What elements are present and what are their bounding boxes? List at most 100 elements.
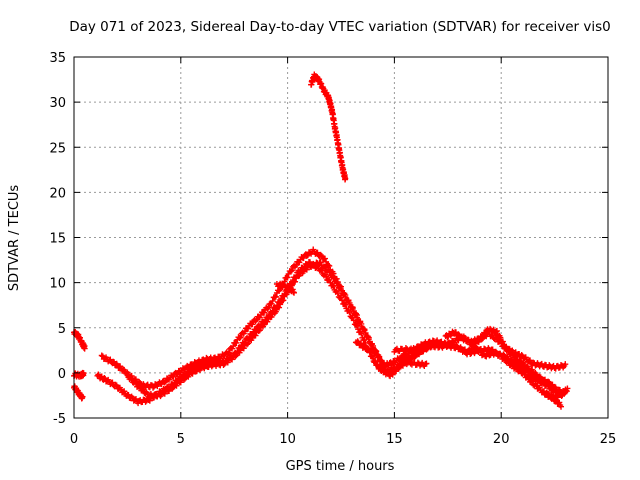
- data-point: [244, 341, 251, 348]
- data-point: [252, 332, 259, 339]
- data-point: [161, 379, 168, 386]
- data-point: [349, 305, 356, 312]
- data-point: [136, 382, 143, 389]
- data-point: [142, 398, 149, 405]
- data-point: [166, 387, 173, 394]
- data-point: [284, 289, 291, 296]
- data-point: [225, 349, 232, 356]
- data-point: [245, 325, 252, 332]
- data-point: [255, 327, 262, 334]
- series-track-m: [540, 388, 565, 410]
- series-track-b: [71, 369, 87, 380]
- data-point: [361, 327, 368, 334]
- data-point: [564, 385, 571, 392]
- y-tick-label: 5: [58, 322, 66, 337]
- data-point: [520, 364, 527, 371]
- data-point: [497, 334, 504, 341]
- data-point: [338, 286, 344, 293]
- series-track-e: [98, 246, 567, 396]
- x-tick-label: 25: [600, 432, 617, 447]
- data-point: [323, 273, 330, 280]
- data-point: [453, 342, 460, 349]
- data-point: [512, 359, 519, 366]
- data-point: [292, 278, 299, 285]
- data-point: [329, 272, 336, 279]
- data-point: [128, 375, 135, 382]
- x-axis-label: GPS time / hours: [286, 459, 395, 474]
- data-point: [321, 255, 328, 262]
- series-track-f: [124, 259, 562, 400]
- data-point: [475, 337, 482, 344]
- series-track-n: [308, 71, 349, 183]
- data-point: [265, 304, 272, 311]
- data-point: [127, 374, 134, 381]
- data-point: [371, 350, 378, 357]
- data-point: [272, 293, 279, 300]
- data-point: [464, 351, 471, 358]
- data-point: [326, 268, 333, 275]
- data-point: [256, 327, 263, 334]
- data-point: [236, 335, 243, 342]
- y-tick-label: 35: [49, 51, 66, 66]
- data-point: [276, 304, 283, 311]
- data-point: [264, 318, 271, 325]
- data-point: [455, 331, 462, 338]
- data-point: [181, 376, 188, 383]
- data-point: [264, 305, 271, 312]
- data-point: [364, 345, 371, 352]
- data-point: [402, 345, 409, 352]
- data-point: [562, 361, 569, 368]
- data-point: [326, 276, 333, 283]
- y-axis-label: SDTVAR / TECUs: [7, 185, 22, 292]
- data-point: [354, 322, 361, 329]
- data-point: [268, 300, 275, 307]
- data-point: [472, 343, 479, 350]
- x-tick-label: 20: [493, 432, 510, 447]
- y-tick-label: 10: [49, 277, 66, 292]
- data-point: [423, 360, 430, 367]
- data-point: [287, 268, 294, 275]
- data-point: [357, 319, 364, 326]
- data-point: [523, 367, 530, 374]
- data-point: [150, 384, 157, 391]
- data-point: [177, 379, 184, 386]
- series-track-g: [273, 280, 298, 296]
- data-point: [101, 375, 108, 382]
- data-point: [113, 382, 120, 389]
- data-point: [417, 346, 424, 353]
- data-point: [277, 301, 284, 308]
- data-point: [220, 362, 227, 369]
- data-point: [361, 343, 368, 350]
- data-point: [395, 365, 402, 372]
- data-point: [186, 364, 193, 371]
- data-point: [288, 267, 295, 274]
- data-point: [300, 255, 307, 262]
- data-point: [368, 341, 375, 348]
- data-point: [140, 386, 147, 393]
- data-point: [364, 333, 371, 340]
- data-point: [382, 363, 389, 370]
- data-point: [345, 298, 352, 305]
- data-point: [269, 297, 276, 304]
- y-tick-label: 25: [49, 141, 66, 156]
- data-point: [529, 366, 536, 373]
- data-point: [553, 386, 560, 393]
- data-point: [232, 353, 239, 360]
- data-point: [249, 321, 256, 328]
- data-point: [229, 356, 236, 363]
- y-tick-label: 30: [49, 96, 66, 111]
- series-track-h: [352, 338, 379, 357]
- data-point: [284, 274, 291, 281]
- data-point: [499, 338, 506, 345]
- data-point: [311, 262, 318, 269]
- data-point: [342, 175, 349, 182]
- data-point: [98, 352, 105, 359]
- data-point: [508, 356, 515, 363]
- data-point: [473, 344, 480, 351]
- x-tick-label: 0: [70, 432, 78, 447]
- data-point: [317, 251, 324, 258]
- data-point: [354, 314, 361, 321]
- data-point: [237, 334, 244, 341]
- y-tick-label: 15: [49, 232, 66, 247]
